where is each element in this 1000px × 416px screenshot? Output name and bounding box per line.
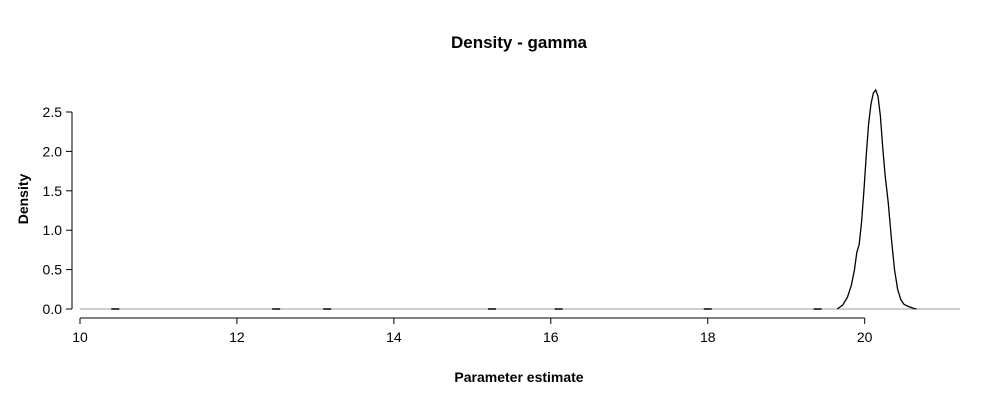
x-tick-label: 20 (857, 329, 873, 345)
x-tick-label: 16 (543, 329, 559, 345)
x-tick-label: 10 (72, 329, 88, 345)
y-tick-label: 1.0 (43, 222, 63, 238)
x-tick-label: 18 (700, 329, 716, 345)
x-axis: 10 12 14 16 18 20 (72, 317, 873, 345)
y-axis: 0.0 0.5 1.0 1.5 2.0 2.5 (43, 104, 73, 317)
x-axis-label: Parameter estimate (454, 369, 583, 385)
y-tick-label: 1.5 (43, 183, 63, 199)
y-tick-label: 0.0 (43, 301, 63, 317)
chart-title: Density - gamma (451, 33, 588, 52)
y-tick-label: 0.5 (43, 262, 63, 278)
y-tick-label: 2.0 (43, 143, 63, 159)
y-axis-label: Density (15, 174, 31, 225)
x-tick-label: 14 (386, 329, 402, 345)
density-curve (836, 88, 917, 310)
y-tick-label: 2.5 (43, 104, 63, 120)
x-tick-label: 12 (229, 329, 245, 345)
